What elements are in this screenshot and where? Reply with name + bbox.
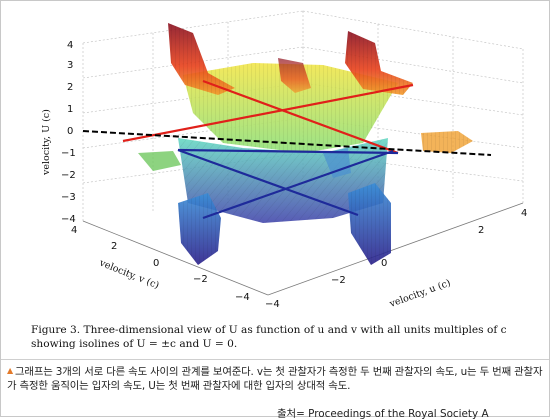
svg-text:0: 0 xyxy=(67,126,73,137)
svg-text:−4: −4 xyxy=(265,299,280,310)
isoline-u-plus-c xyxy=(122,79,414,155)
svg-text:0: 0 xyxy=(381,258,387,269)
svg-text:−4: −4 xyxy=(235,292,250,303)
svg-text:2: 2 xyxy=(478,225,484,236)
svg-text:−2: −2 xyxy=(61,170,76,181)
korean-description: ▲ 그래프는 3개의 서로 다른 속도 사이의 관계를 보여준다. v는 첫 관찰… xyxy=(7,364,545,393)
caption-divider xyxy=(1,359,549,360)
svg-text:2: 2 xyxy=(67,82,73,93)
svg-text:−1: −1 xyxy=(61,148,76,159)
surface-plot: 4 3 2 1 0 −1 −2 −3 −4 velocity, U (c) 4 … xyxy=(41,10,527,311)
plot-box-floor xyxy=(82,202,524,296)
triangle-bullet-icon: ▲ xyxy=(7,366,14,375)
u-axis-ticks: 4 2 0 −2 −4 xyxy=(265,208,527,310)
surface-red-fins xyxy=(168,23,473,153)
isoline-u-minus-c xyxy=(177,148,399,220)
v-axis-ticks: 4 2 0 −2 −4 xyxy=(71,225,250,303)
source-credit: 출처= Proceedings of the Royal Society A xyxy=(277,408,489,420)
u-axis-label: velocity, u (c) xyxy=(387,278,452,311)
svg-text:4: 4 xyxy=(521,208,527,219)
figure-caption: Figure 3. Three-dimensional view of U as… xyxy=(31,324,507,350)
svg-text:−2: −2 xyxy=(193,274,208,285)
z-axis-label: velocity, U (c) xyxy=(41,109,52,176)
svg-text:−4: −4 xyxy=(61,214,76,225)
svg-text:0: 0 xyxy=(153,258,159,269)
svg-text:3: 3 xyxy=(67,60,73,71)
svg-text:4: 4 xyxy=(71,225,77,236)
svg-text:−2: −2 xyxy=(331,275,346,286)
svg-text:−3: −3 xyxy=(61,192,76,203)
figure-3d-surface: 4 3 2 1 0 −1 −2 −3 −4 velocity, U (c) 4 … xyxy=(3,3,548,357)
isoline-u-zero xyxy=(82,130,492,156)
z-axis-ticks: 4 3 2 1 0 −1 −2 −3 −4 xyxy=(61,40,76,225)
v-axis-label: velocity, v (c) xyxy=(97,257,161,291)
description-text: 그래프는 3개의 서로 다른 속도 사이의 관계를 보여준다. v는 첫 관찰자… xyxy=(7,366,543,392)
svg-text:1: 1 xyxy=(67,104,73,115)
surface-blue-fins xyxy=(138,148,391,265)
svg-text:2: 2 xyxy=(111,241,117,252)
svg-text:4: 4 xyxy=(67,40,73,51)
